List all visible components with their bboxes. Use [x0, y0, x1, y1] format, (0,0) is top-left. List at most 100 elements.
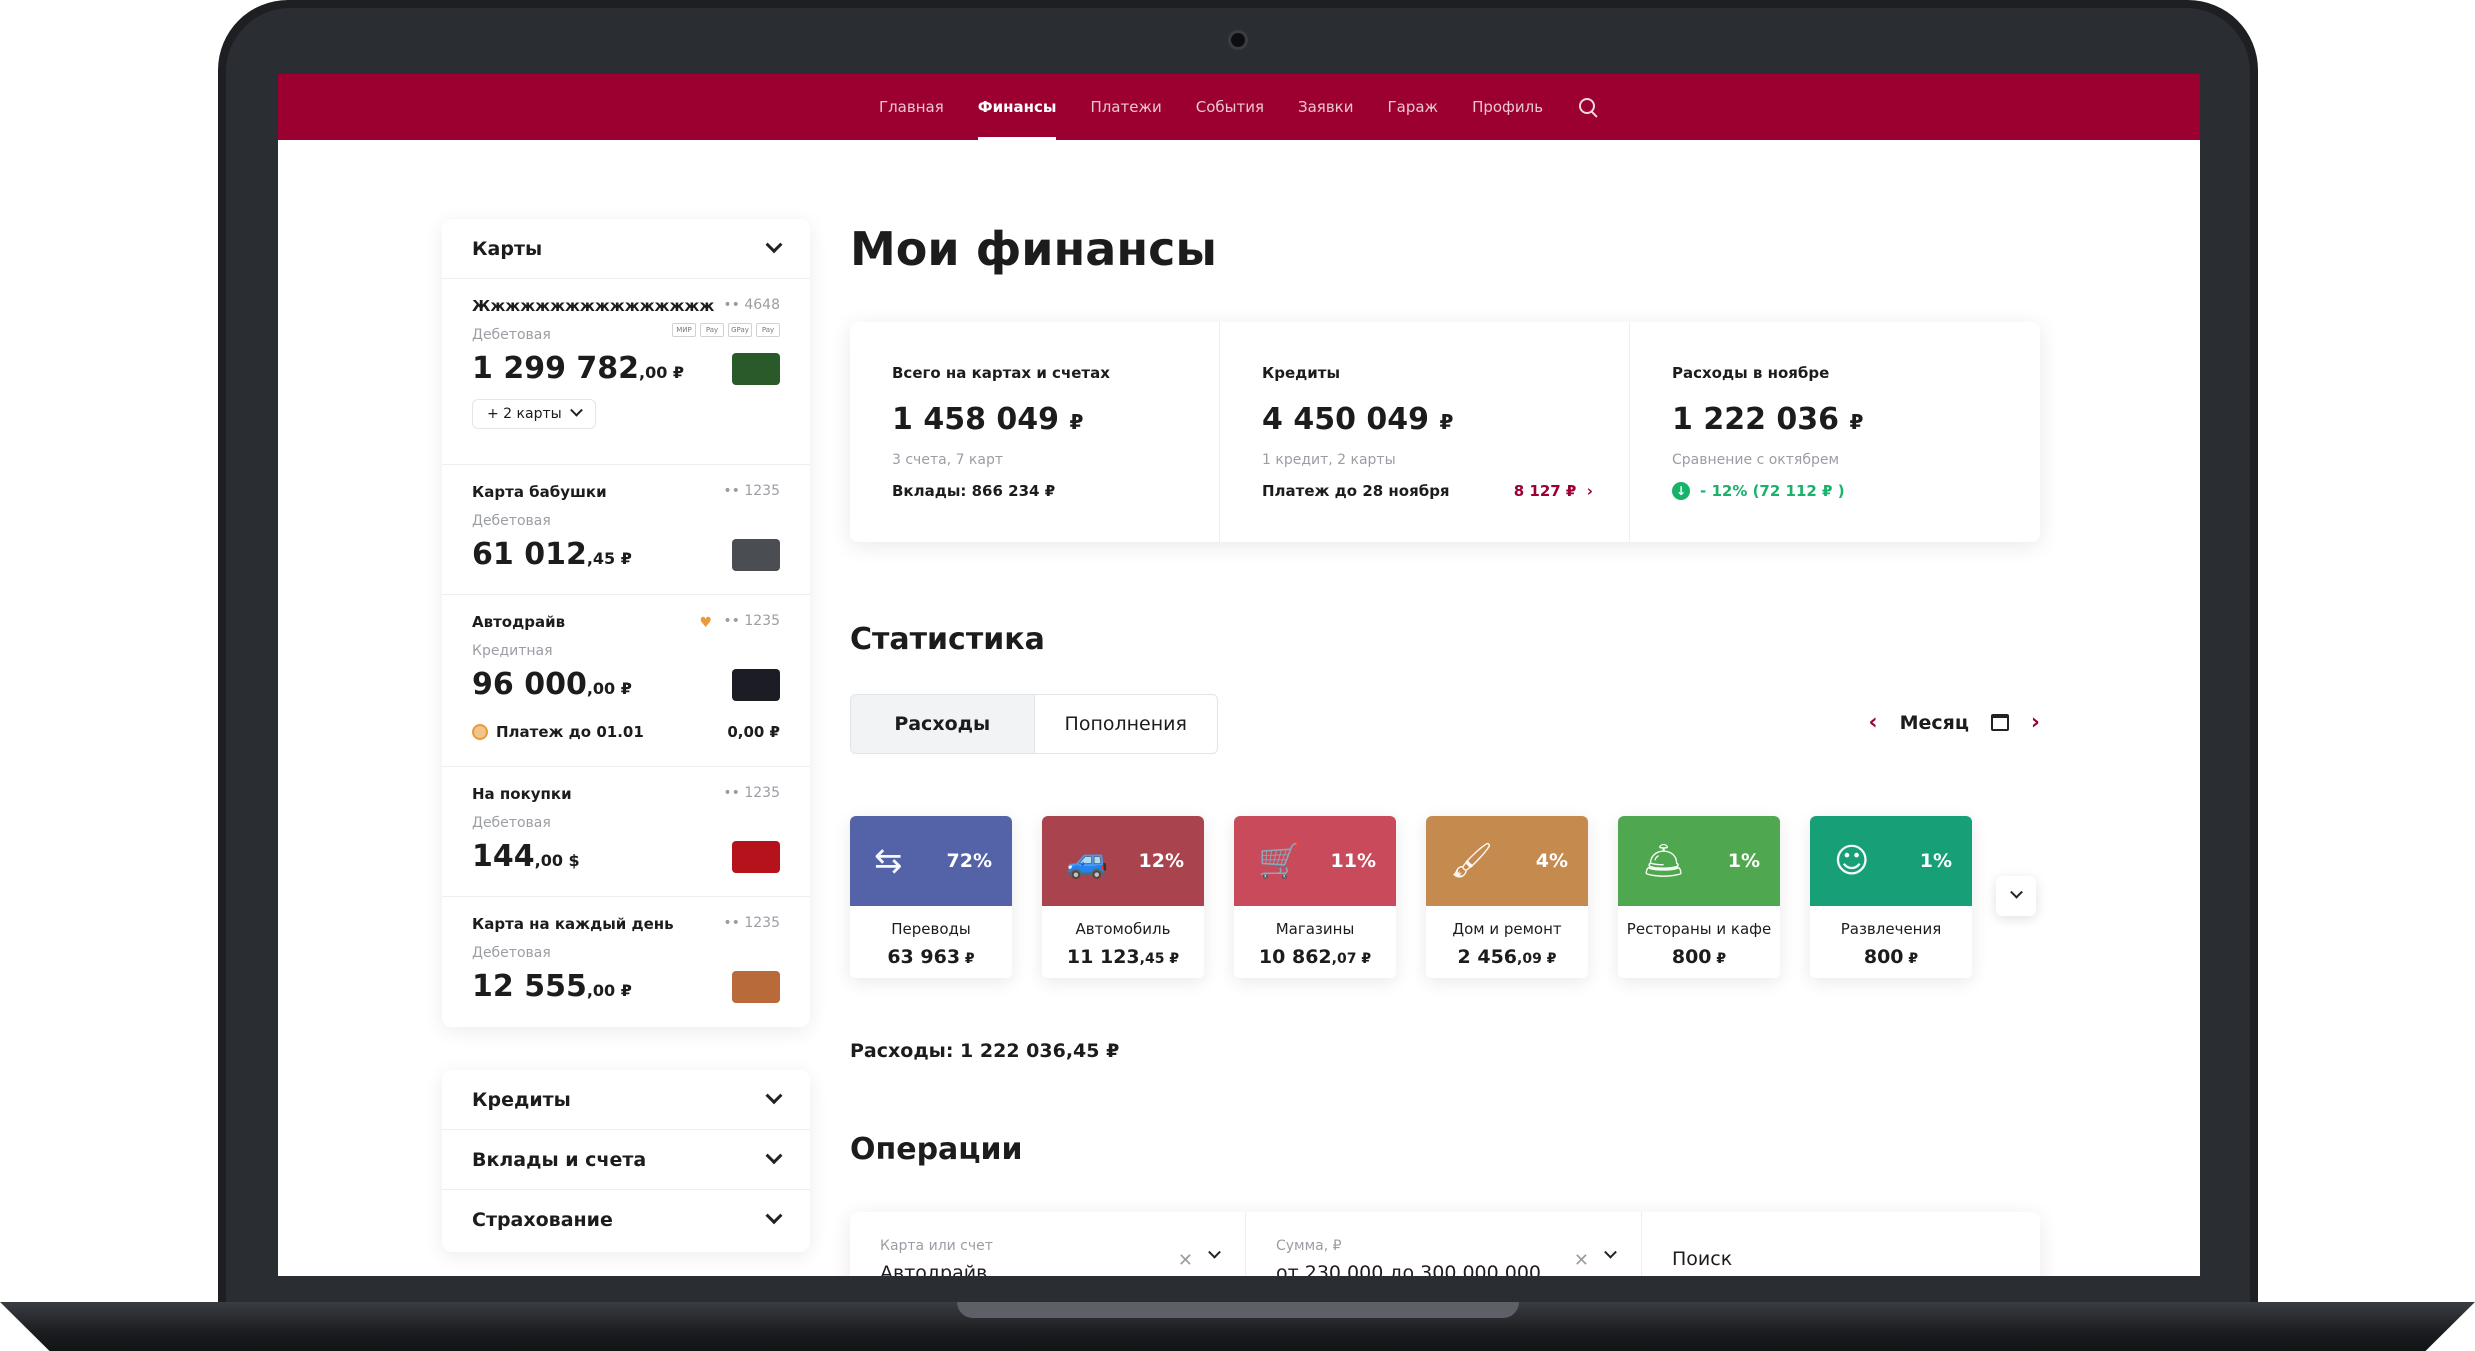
card-number: •• 4648: [723, 297, 780, 313]
camera: [1228, 30, 1248, 50]
account-filter-label: Карта или счет: [880, 1238, 993, 1254]
category-percent: 1%: [1727, 850, 1760, 872]
apple-pay-icon: Pay: [700, 323, 724, 337]
category-amount: 63 963 ₽: [887, 946, 975, 968]
category-tile[interactable]: ☺ 1% Развлечения 800 ₽: [1810, 816, 1972, 978]
category-percent: 11%: [1330, 850, 1376, 872]
category-amount: 2 456,09 ₽: [1457, 946, 1557, 968]
category-name: Переводы: [891, 920, 971, 938]
search-icon[interactable]: [1577, 96, 1599, 118]
card-image: [732, 971, 780, 1003]
period-label[interactable]: Месяц: [1899, 711, 1969, 734]
category-percent: 4%: [1535, 850, 1568, 872]
screen: Главная Финансы Платежи События Заявки Г…: [278, 74, 2200, 1276]
chevron-down-icon: [765, 1086, 783, 1104]
nav-item-garage[interactable]: Гараж: [1387, 98, 1439, 116]
stats-tabs: Расходы Пополнения: [850, 694, 1218, 754]
card-type: Дебетовая: [472, 945, 551, 961]
category-list: ⇆ 72% Переводы 63 963 ₽ 🚙 12% Автомобиль 11 123…: [850, 816, 1972, 978]
account-filter[interactable]: Карта или счет Автодрайв ✕: [850, 1212, 1246, 1276]
nav-item-payments[interactable]: Платежи: [1090, 98, 1162, 116]
card-item[interactable]: Жжжжжжжжжжжжжжжж •• 4648 Дебетовая МИР P…: [442, 279, 810, 465]
nav-item-home[interactable]: Главная: [878, 98, 944, 116]
summary-extra[interactable]: Платеж до 28 ноября 8 127 ₽ ›: [1262, 482, 1593, 500]
cards-panel: Карты Жжжжжжжжжжжжжжжж •• 4648 Дебетовая…: [442, 219, 810, 1027]
card-type: Кредитная: [472, 643, 553, 659]
category-name: Автомобиль: [1075, 920, 1171, 938]
next-period-button[interactable]: ›: [2030, 710, 2040, 735]
nav-item-requests[interactable]: Заявки: [1298, 98, 1354, 116]
category-tile[interactable]: 🚙 12% Автомобиль 11 123,45 ₽: [1042, 816, 1204, 978]
period-selector: ‹ Месяц ›: [1869, 710, 2041, 735]
chevron-down-icon[interactable]: [1208, 1245, 1221, 1259]
card-number: •• 1235: [723, 483, 780, 499]
summary-credits[interactable]: Кредиты 4 450 049 ₽ 1 кредит, 2 карты Пл…: [1220, 322, 1630, 542]
clear-icon[interactable]: ✕: [1177, 1250, 1193, 1271]
sum-filter-value[interactable]: от 230 000 до 300 000 000: [1276, 1262, 1542, 1276]
category-header: ☺ 1%: [1810, 816, 1972, 906]
card-name: Автодрайв: [472, 613, 566, 631]
summary-note: 1 кредит, 2 карты: [1262, 452, 1396, 468]
expand-categories-button[interactable]: [1996, 876, 2036, 916]
card-image: [732, 841, 780, 873]
mir-logo-icon: МИР: [672, 323, 696, 337]
category-percent: 72%: [946, 850, 992, 872]
samsung-pay-icon: Pay: [756, 323, 780, 337]
car-icon: 🚙: [1066, 841, 1109, 881]
tab-topups[interactable]: Пополнения: [1064, 713, 1187, 735]
summary-extra: Вклады: 866 234 ₽: [892, 482, 1056, 500]
chevron-down-icon[interactable]: [765, 235, 783, 253]
heart-icon[interactable]: ♥: [699, 615, 712, 631]
sum-filter[interactable]: Сумма, ₽ от 230 000 до 300 000 000 ✕: [1246, 1212, 1642, 1276]
card-item[interactable]: Карта бабушки •• 1235 Дебетовая 61 012,4…: [442, 465, 810, 595]
category-header: 🖌 4%: [1426, 816, 1588, 906]
finance-summary: Всего на картах и счетах 1 458 049 ₽ 3 с…: [850, 322, 2040, 542]
nav-item-finance[interactable]: Финансы: [977, 74, 1056, 140]
card-image: [732, 353, 780, 385]
tab-expenses[interactable]: Расходы: [851, 695, 1035, 753]
card-item[interactable]: Автодрайв ♥ •• 1235 Кредитная 96 000,00 …: [442, 595, 810, 767]
chevron-down-icon: [765, 1146, 783, 1164]
card-item[interactable]: Карта на каждый день •• 1235 Дебетовая 1…: [442, 897, 810, 1025]
nav-item-events[interactable]: События: [1195, 98, 1264, 116]
accordion-insurance[interactable]: Страхование: [442, 1190, 810, 1250]
category-tile[interactable]: 🛎 1% Рестораны и кафе 800 ₽: [1618, 816, 1780, 978]
chevron-down-icon[interactable]: [1604, 1245, 1617, 1259]
card-type: Дебетовая: [472, 327, 551, 343]
search-input[interactable]: Поиск: [1672, 1248, 1733, 1270]
category-tile[interactable]: ⇆ 72% Переводы 63 963 ₽: [850, 816, 1012, 978]
category-tile[interactable]: 🛒 11% Магазины 10 862,07 ₽: [1234, 816, 1396, 978]
card-type: Дебетовая: [472, 815, 551, 831]
summary-extra: ↓ - 12% (72 112 ₽ ): [1672, 482, 2004, 500]
total-expenses: Расходы: 1 222 036,45 ₽: [850, 1040, 1120, 1062]
account-filter-value[interactable]: Автодрайв: [880, 1262, 988, 1276]
card-number: •• 1235: [723, 785, 780, 801]
page-title: Мои финансы: [850, 222, 1217, 276]
nav-item-profile[interactable]: Профиль: [1472, 98, 1544, 116]
accordion-credits[interactable]: Кредиты: [442, 1070, 810, 1130]
card-balance: 144,00 $: [472, 839, 580, 874]
category-name: Развлечения: [1840, 920, 1942, 938]
more-cards-button[interactable]: + 2 карты: [472, 399, 596, 429]
card-name: Карта на каждый день: [472, 915, 674, 933]
cards-panel-header[interactable]: Карты: [442, 219, 810, 279]
card-image: [732, 539, 780, 571]
calendar-icon[interactable]: [1990, 714, 2009, 731]
category-name: Рестораны и кафе: [1626, 920, 1772, 938]
category-tile[interactable]: 🖌 4% Дом и ремонт 2 456,09 ₽: [1426, 816, 1588, 978]
cards-title: Карты: [472, 237, 543, 260]
summary-total[interactable]: Всего на картах и счетах 1 458 049 ₽ 3 с…: [850, 322, 1220, 542]
summary-value: 4 450 049 ₽: [1262, 402, 1454, 437]
search-filter[interactable]: Поиск: [1642, 1212, 2038, 1276]
prev-period-button[interactable]: ‹: [1868, 710, 1878, 735]
category-name: Магазины: [1275, 920, 1355, 938]
clear-icon[interactable]: ✕: [1573, 1250, 1589, 1271]
operations-title: Операции: [850, 1132, 1023, 1167]
category-header: 🛒 11%: [1234, 816, 1396, 906]
summary-expenses[interactable]: Расходы в ноябре 1 222 036 ₽ Сравнение с…: [1630, 322, 2040, 542]
chevron-down-icon: [765, 1207, 783, 1225]
chevron-down-icon: [569, 403, 583, 417]
category-amount: 800 ₽: [1671, 946, 1727, 968]
card-item[interactable]: На покупки •• 1235 Дебетовая 144,00 $: [442, 767, 810, 897]
accordion-deposits[interactable]: Вклады и счета: [442, 1130, 810, 1190]
